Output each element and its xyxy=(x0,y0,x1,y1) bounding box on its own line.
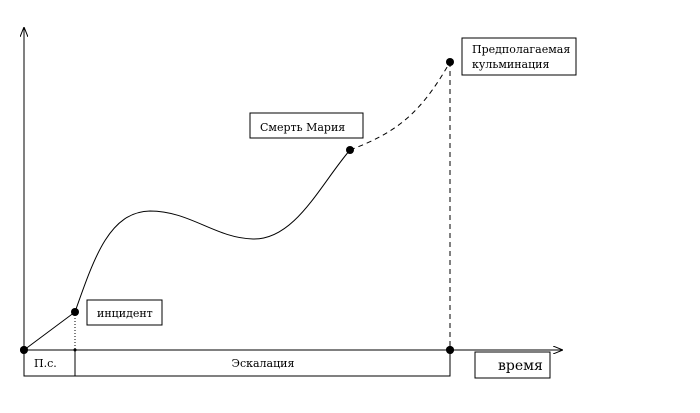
incident-point xyxy=(71,308,79,316)
climax-axis-point-top xyxy=(446,346,454,354)
exposition-label: П.с. xyxy=(34,357,57,370)
death-point xyxy=(346,146,354,154)
climax-label-box: Предполагаемая кульминация xyxy=(461,37,577,76)
death-label: Смерть Мария xyxy=(260,121,345,134)
climax-point xyxy=(446,58,454,66)
exposition-phase-box: П.с. xyxy=(23,349,76,377)
climax-label-line1: Предполагаемая xyxy=(472,43,570,56)
escalation-phase-box: Эскалация xyxy=(74,349,451,377)
death-label-box: Смерть Мария xyxy=(249,112,364,139)
escalation-label: Эскалация xyxy=(232,357,295,370)
time-label: время xyxy=(498,358,543,374)
projected-curve xyxy=(349,61,451,151)
incident-label: инцидент xyxy=(97,307,153,320)
climax-label-line2: кульминация xyxy=(472,58,550,71)
plot-curve xyxy=(23,149,351,351)
time-label-box: время xyxy=(474,351,551,379)
incident-axis-tick-top xyxy=(73,348,77,352)
incident-label-box: инцидент xyxy=(86,299,163,326)
origin-point-top xyxy=(20,346,28,354)
